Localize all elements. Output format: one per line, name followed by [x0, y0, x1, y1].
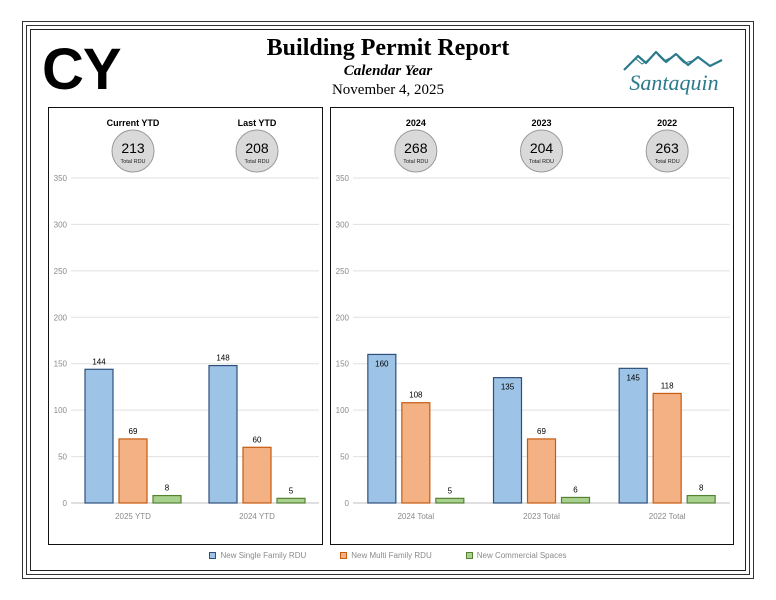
inner-border [30, 29, 746, 571]
bar-data-label: 118 [661, 381, 674, 390]
outer-border [22, 21, 754, 579]
y-tick-label: 150 [54, 360, 68, 369]
y-tick-label: 0 [345, 499, 350, 508]
y-tick-label: 200 [336, 313, 350, 322]
x-category-label: 2023 Total [523, 512, 560, 521]
bar [152, 494, 182, 504]
bar-data-label: 148 [216, 354, 230, 363]
y-tick-label: 150 [336, 360, 350, 369]
ytd-chart-panel: 0 50 100 150 200 250 300 350 Current YTD 213 Total… [48, 107, 323, 545]
bar [242, 446, 272, 504]
legend-item-single-family: New Single Family RDU [209, 551, 306, 560]
bar [276, 497, 306, 504]
report-date: November 4, 2025 [331, 82, 445, 98]
bar [618, 367, 648, 504]
x-category-label: 2022 Total [649, 512, 686, 521]
total-rdu-label: Total RDU [403, 159, 428, 165]
bar-data-label: 6 [573, 485, 578, 494]
y-tick-label: 200 [54, 313, 68, 322]
legend-item-multi-family: New Multi Family RDU [340, 551, 432, 560]
bar-data-label: 5 [448, 486, 453, 495]
bar [560, 496, 591, 504]
y-tick-label: 0 [63, 499, 68, 508]
total-rdu-label: Total RDU [244, 159, 269, 165]
bar [84, 368, 114, 504]
bar-data-label: 5 [289, 486, 294, 495]
bar-data-label: 69 [537, 427, 546, 436]
total-rdu-value: 263 [655, 140, 679, 156]
bar [401, 402, 431, 504]
total-rdu-circle [111, 129, 155, 173]
group-header-label: 2024 [406, 118, 426, 128]
bar-data-label: 144 [92, 357, 106, 366]
bar-data-label: 8 [165, 484, 170, 493]
total-rdu-value: 268 [404, 140, 428, 156]
y-tick-label: 250 [336, 267, 350, 276]
group-header-label: 2022 [657, 118, 677, 128]
santaquin-logo: Santaquin [623, 50, 723, 95]
chart-legend: New Single Family RDU New Multi Family R… [0, 551, 776, 560]
report-title: Building Permit Report [266, 35, 510, 61]
prior-years-bar-chart: 0 50 100 150 200 250 300 350 2024 268 Total RDU 160… [336, 118, 730, 521]
x-category-label: 2025 YTD [115, 512, 151, 521]
total-rdu-circle [645, 129, 689, 173]
legend-item-commercial: New Commercial Spaces [465, 551, 567, 560]
total-rdu-circle [235, 129, 279, 173]
mountain-logo-icon [623, 50, 723, 71]
x-category-label: 2024 Total [397, 512, 434, 521]
legend-swatch-multi [340, 552, 348, 559]
bar-data-label: 135 [501, 383, 515, 392]
legend-swatch-single [209, 552, 217, 559]
y-tick-label: 350 [54, 174, 68, 183]
prior-years-chart-panel: 0 50 100 150 200 250 300 350 2024 268 Total RDU 160… [330, 107, 734, 545]
total-rdu-label: Total RDU [120, 159, 145, 165]
bar [208, 364, 238, 504]
logo-wordmark: Santaquin [629, 70, 718, 95]
bar [686, 494, 716, 504]
group-header-label: Last YTD [238, 118, 277, 128]
bar [367, 353, 397, 504]
bar-data-label: 60 [253, 435, 262, 444]
legend-label: New Multi Family RDU [351, 551, 432, 560]
y-tick-label: 350 [336, 174, 350, 183]
y-tick-label: 100 [336, 406, 350, 415]
group-header-label: Current YTD [107, 118, 160, 128]
y-tick-label: 300 [54, 220, 68, 229]
total-rdu-value: 204 [530, 140, 554, 156]
total-rdu-value: 213 [121, 140, 145, 156]
y-tick-label: 250 [54, 267, 68, 276]
y-tick-label: 300 [336, 220, 350, 229]
bar [118, 438, 148, 504]
total-rdu-value: 208 [245, 140, 269, 156]
bar-data-label: 108 [409, 391, 423, 400]
group-header-label: 2023 [531, 118, 551, 128]
ytd-bar-chart: 0 50 100 150 200 250 300 350 Current YTD 213 Total… [54, 118, 319, 521]
total-rdu-label: Total RDU [655, 159, 680, 165]
total-rdu-circle [394, 129, 438, 173]
report-subtitle: Calendar Year [343, 63, 433, 79]
legend-swatch-commercial [465, 552, 473, 559]
bar [435, 497, 465, 504]
bar-data-label: 69 [129, 427, 138, 436]
bar [526, 438, 557, 504]
bar-data-label: 8 [699, 484, 704, 493]
middle-border [26, 25, 750, 575]
x-category-label: 2024 YTD [239, 512, 275, 521]
bar [492, 377, 523, 504]
legend-label: New Single Family RDU [220, 551, 307, 560]
bar-data-label: 145 [626, 373, 640, 382]
total-rdu-label: Total RDU [529, 159, 554, 165]
y-tick-label: 50 [340, 453, 349, 462]
calendar-year-badge: CY [42, 37, 122, 102]
y-tick-label: 50 [58, 453, 67, 462]
total-rdu-circle [520, 129, 563, 173]
bar [652, 392, 682, 504]
legend-label: New Commercial Spaces [476, 551, 567, 560]
bar-data-label: 160 [375, 359, 389, 368]
y-tick-label: 100 [54, 406, 68, 415]
